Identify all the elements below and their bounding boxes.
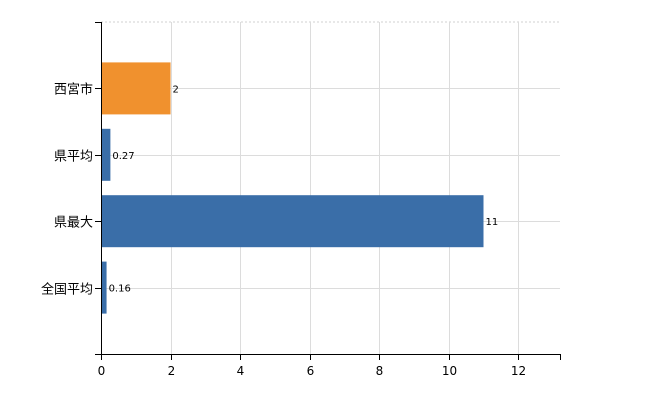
data-label-2: 0.27 (112, 151, 134, 162)
category-label-2: 県平均 (54, 150, 93, 165)
axes (95, 22, 561, 360)
data-label-1: 2 (173, 84, 179, 95)
x-tick-label: 4 (237, 364, 245, 378)
bar-2 (101, 128, 111, 181)
category-label-4: 全国平均 (41, 282, 93, 298)
x-tick-label: 6 (307, 364, 315, 378)
x-tick-label: 0 (98, 364, 106, 378)
bars (101, 62, 484, 314)
bar-3 (101, 195, 484, 248)
data-label-4: 0.16 (109, 284, 131, 295)
x-tick-label: 10 (442, 364, 457, 378)
x-tick-label: 8 (376, 364, 384, 378)
category-label-1: 西宮市 (54, 82, 93, 98)
grid (101, 21, 560, 354)
x-tick-label: 2 (168, 364, 176, 378)
bar-4 (101, 261, 107, 314)
data-label-3: 11 (486, 217, 499, 228)
bar-1 (101, 62, 171, 115)
category-label-3: 県最大 (54, 216, 93, 231)
x-tick-label: 12 (511, 364, 526, 378)
